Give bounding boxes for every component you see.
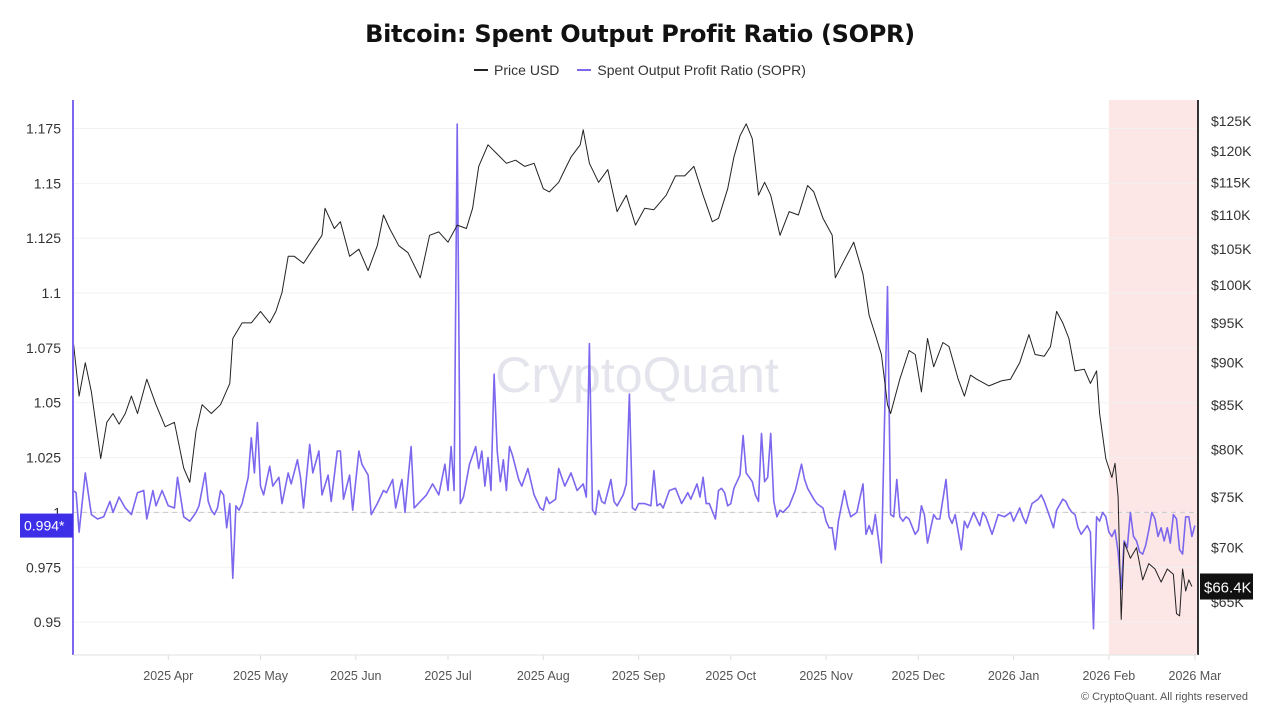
x-tick-label: 2025 Apr	[143, 669, 193, 683]
x-tick-label: 2026 Mar	[1169, 669, 1222, 683]
left-tick-label: 1.175	[26, 121, 61, 137]
right-tick-label: $120K	[1211, 143, 1252, 159]
x-tick-label: 2026 Feb	[1082, 669, 1135, 683]
legend-swatch-price	[474, 69, 489, 71]
legend: Price USD Spent Output Profit Ratio (SOP…	[0, 62, 1280, 78]
series-line-price[interactable]	[72, 123, 1193, 620]
x-axis-ticks: 2025 Apr 2025 May 2025 Jun 2025 Jul 2025 Aug…	[143, 655, 1221, 683]
left-tick-label: 0.95	[34, 614, 61, 630]
x-tick-label: 2025 Jun	[330, 669, 381, 683]
legend-swatch-sopr	[577, 69, 592, 71]
x-tick-label: 2025 Sep	[612, 669, 666, 683]
x-tick-label: 2025 Aug	[517, 669, 570, 683]
right-tick-label: $110K	[1211, 207, 1251, 223]
left-tick-label: 1.1	[42, 285, 62, 301]
legend-label-price: Price USD	[494, 62, 560, 78]
x-tick-label: 2025 Dec	[892, 669, 946, 683]
right-tick-label: $95K	[1211, 315, 1244, 331]
x-tick-label: 2025 Jul	[424, 669, 471, 683]
x-tick-label: 2025 May	[233, 669, 289, 683]
left-tick-label: 1.125	[26, 230, 61, 246]
left-tick-label: 1.075	[26, 340, 61, 356]
series-line-sopr[interactable]	[72, 123, 1196, 630]
right-tick-label: $80K	[1211, 441, 1244, 457]
right-tick-label: $90K	[1211, 355, 1244, 371]
x-tick-label: 2025 Oct	[705, 669, 756, 683]
right-tick-label: $100K	[1211, 277, 1252, 293]
right-tick-label: $75K	[1211, 489, 1244, 505]
left-tick-label: 1.025	[26, 450, 61, 466]
legend-item-price[interactable]: Price USD	[474, 62, 559, 78]
right-tick-label: $105K	[1211, 241, 1252, 257]
chart-title: Bitcoin: Spent Output Profit Ratio (SOPR…	[365, 20, 915, 48]
legend-item-sopr[interactable]: Spent Output Profit Ratio (SOPR)	[577, 62, 806, 78]
left-tick-label: 0.975	[26, 559, 61, 575]
left-tick-label: 1.05	[34, 395, 61, 411]
x-tick-label: 2025 Nov	[799, 669, 853, 683]
right-tick-label: $115K	[1211, 174, 1251, 190]
right-axis-ticks: $65K$70K$75K$80K$85K$90K$95K$100K$105K$1…	[1211, 113, 1252, 610]
left-current-value: 0.994*	[24, 518, 65, 534]
right-current-value: $66.4K	[1204, 580, 1252, 597]
legend-label-sopr: Spent Output Profit Ratio (SOPR)	[597, 62, 806, 78]
right-tick-label: $85K	[1211, 397, 1244, 413]
x-tick-label: 2026 Jan	[988, 669, 1039, 683]
left-tick-label: 1.15	[34, 175, 61, 191]
copyright: © CryptoQuant. All rights reserved	[1080, 691, 1248, 703]
right-tick-label: $125K	[1211, 113, 1252, 129]
watermark: CryptoQuant	[495, 347, 779, 403]
right-current-value-label: $66.4K	[1200, 573, 1253, 600]
left-current-value-label: 0.994*	[20, 513, 73, 538]
left-tick-label: 1	[53, 504, 61, 520]
left-axis-ticks: 0.95 0.975 1 1.025 1.05 1.075 1.1 1.125 1.15 1.17…	[26, 121, 61, 631]
right-tick-label: $70K	[1211, 540, 1244, 556]
